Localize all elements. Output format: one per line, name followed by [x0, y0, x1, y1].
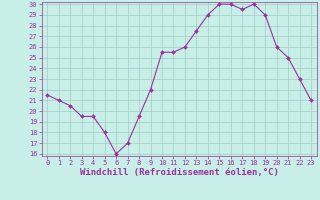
X-axis label: Windchill (Refroidissement éolien,°C): Windchill (Refroidissement éolien,°C)	[80, 168, 279, 177]
